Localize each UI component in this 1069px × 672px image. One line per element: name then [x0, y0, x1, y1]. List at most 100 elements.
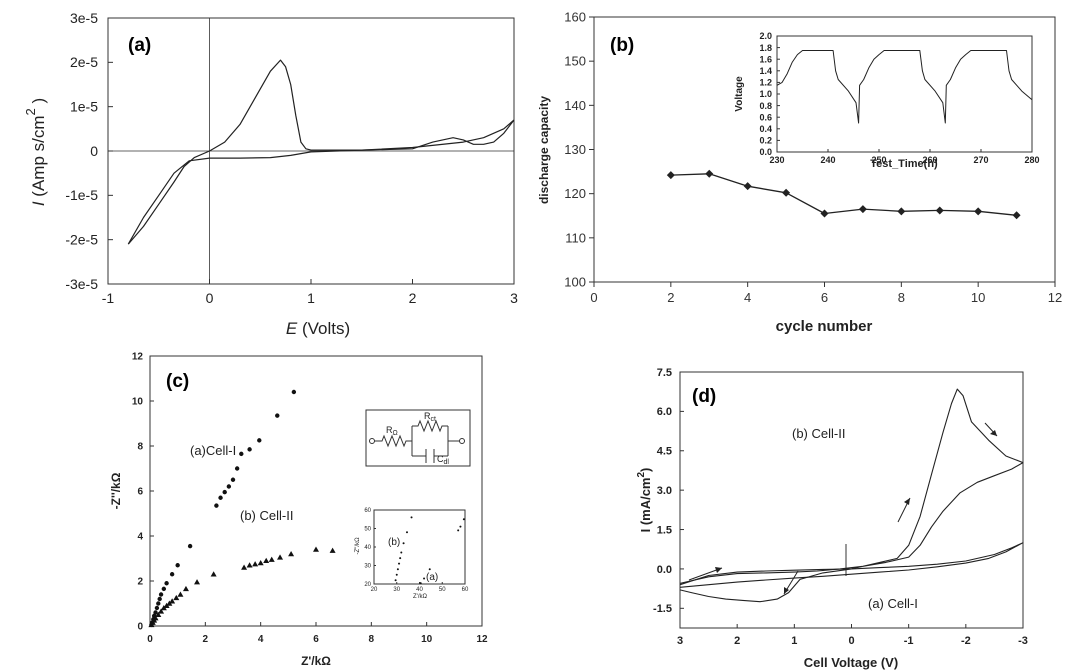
panel-b-inset-y-tick-label: 1.8	[759, 43, 772, 53]
panel-b-data-point	[974, 207, 983, 216]
panel-c-xlabel: Z'/kΩ	[301, 654, 331, 668]
panel-c-cell-ii-point	[169, 598, 176, 604]
panel-b-inset-y-tick-label: 0.2	[759, 136, 772, 146]
panel-b-data-point	[1012, 211, 1021, 220]
panel-c-inset-point-b	[410, 516, 413, 519]
panel-c-circuit-frame	[365, 409, 471, 467]
panel-c-cell-ii-point	[288, 551, 295, 557]
panel-d-x-tick-label: -1	[904, 635, 914, 647]
panel-c-series-label-1: (a)Cell-I	[190, 443, 236, 458]
panel-d-series-line-2	[679, 542, 1024, 588]
panel-b-x-tick-label: 4	[744, 290, 751, 305]
panel-a-y-tick-label: 2e-5	[70, 54, 98, 70]
panel-c-x-tick-label: 12	[476, 634, 488, 645]
panel-b-data-point	[743, 182, 752, 191]
panel-d-series-line-1	[679, 388, 1024, 603]
panel-d-series-label-2: (a) Cell-I	[868, 596, 918, 611]
panel-c-y-tick-label: 2	[137, 577, 143, 588]
panel-a-series-line-2	[127, 119, 515, 245]
panel-b: 0 2 4 6 8 10 12 100 110 120 130 140 150 160 (b) 230 24…	[564, 10, 1062, 305]
panel-d-ylabel: I (mA/cm2)	[636, 468, 653, 533]
panel-c-inset-point-a	[423, 577, 426, 580]
panel-a-series	[127, 59, 515, 245]
panel-b-data-point	[858, 205, 867, 214]
panel-c-x-tick-label: 4	[258, 634, 264, 645]
panel-c-cell-i-point	[156, 601, 161, 606]
panel-b-inset-x-tick-label: 230	[769, 155, 784, 165]
panel-a-y-tick-label: -2e-5	[65, 232, 98, 248]
panel-c-cell-i-point	[226, 484, 232, 489]
panel-c-cell-i-point	[275, 413, 280, 418]
panel-c-inset-label-a: (a)	[426, 572, 438, 583]
panel-c-inset-point-b	[398, 562, 401, 565]
panel-d-x-tick-label: -3	[1018, 635, 1028, 647]
panel-c-cell-ii-point	[246, 562, 253, 568]
panel-c-inset-point-b	[395, 573, 398, 576]
panel-c-inset-x-tick-label: 20	[371, 587, 378, 593]
panel-b-inset-x-tick-label: 250	[871, 155, 886, 165]
panel-b-inset-y-tick-label: 0.8	[759, 101, 772, 111]
panel-b-inset-series-line	[776, 50, 1033, 124]
panel-c-cell-ii-point	[194, 579, 201, 585]
panel-c-inset-point-b	[400, 551, 403, 554]
panel-c-inset-ylabel: -Z''/kΩ	[355, 537, 361, 555]
panel-c-cell-i-point	[234, 466, 240, 471]
panel-c-cell-i-point	[291, 389, 297, 395]
panel-d: 3 2 1 0 -1 -2 -3 -1.5 0.0 1.5 3.0 4.5 6.0 7.5 (d) (b)…	[636, 367, 1028, 647]
panel-c-cell-ii-point	[257, 560, 264, 566]
panel-d-y-tick-label: 7.5	[657, 367, 672, 379]
panel-b-x-tick-label: 10	[971, 290, 985, 305]
panel-c-inset-point-b	[399, 557, 402, 560]
panel-b-y-tick-label: 130	[564, 142, 586, 157]
panel-c-cell-i-point	[154, 605, 160, 611]
panel-b-y-tick-label: 140	[564, 98, 586, 113]
panel-c-y-tick-label: 0	[137, 622, 143, 633]
circuit-c-label: Cdl	[437, 454, 449, 466]
panel-b-xlabel: cycle number	[776, 318, 873, 335]
panel-b-inset-x-tick-label: 260	[922, 155, 937, 165]
panel-c-cell-ii-point	[277, 554, 284, 560]
panel-d-frame	[679, 371, 1024, 629]
panel-b-series	[666, 169, 1021, 220]
panel-c-inset-y-tick-label: 20	[364, 582, 371, 588]
panel-c-inset-series	[394, 516, 465, 585]
panel-d-series-label-1: (b) Cell-II	[792, 426, 845, 441]
panel-a-x-tick-label: 1	[307, 290, 315, 306]
panel-c-cell-ii-point	[173, 594, 180, 601]
panel-b-data-point	[705, 169, 714, 178]
panel-c-cell-ii-point	[158, 608, 165, 614]
panel-c-cell-i-point	[257, 438, 262, 443]
panel-c-y-tick-label: 6	[137, 487, 143, 498]
panel-d-y-tick-label: 1.5	[657, 524, 672, 536]
panel-c-inset-point-a	[428, 568, 431, 571]
panel-d-y-tick-label: 0.0	[657, 564, 672, 576]
panel-c-inset-x-tick-label: 30	[393, 587, 400, 593]
panel-c-ticks: 0 2 4 6 8 10 12 0 2 4 6 8 10 12	[132, 352, 488, 646]
panel-b-inset-y-tick-label: 0.0	[759, 147, 772, 157]
panel-c-inset-y-tick-label: 60	[364, 508, 371, 514]
panel-c-cell-i-point	[214, 503, 219, 508]
panel-d-x-tick-label: -2	[961, 635, 971, 647]
panel-b-inset-y-tick-label: 1.4	[759, 66, 772, 76]
panel-a-ticks: -1 0 1 2 3 -3e-5 -2e-5 -1e-5 0 1e-5 2e-5 3e-5	[65, 10, 518, 306]
panel-d-x-tick-label: 2	[734, 635, 740, 647]
panel-c: 0 2 4 6 8 10 12 0 2 4 6 8 10 12 (c) (a)Cell-I (b) Cel…	[132, 352, 488, 646]
panel-a-x-tick-label: 0	[206, 290, 214, 306]
panel-d-x-tick-label: 1	[791, 635, 797, 647]
panel-a-y-tick-label: -3e-5	[65, 276, 98, 292]
panel-d-arrowhead-3	[715, 567, 722, 573]
panel-c-x-tick-label: 6	[313, 634, 319, 645]
panel-b-inset-series	[776, 50, 1033, 124]
panel-c-y-tick-label: 10	[132, 397, 144, 408]
panel-c-cell-ii-point	[182, 585, 189, 592]
panel-c-cell-i-point	[169, 572, 175, 577]
panel-b-inset-x-tick-label: 240	[820, 155, 835, 165]
panel-c-inset-ticks: 20 30 40 50 60 20 30 40 50 60	[364, 508, 469, 593]
panel-b-y-tick-label: 100	[564, 275, 586, 290]
panel-c-cell-i-point	[187, 543, 193, 549]
panel-c-inset-y-tick-label: 30	[364, 564, 371, 570]
panel-c-inset-frame	[373, 509, 466, 585]
panel-b-ylabel: discharge capacity	[537, 96, 551, 204]
panel-c-inset-point-b	[405, 531, 408, 534]
panel-c-cell-i-point	[247, 447, 252, 452]
